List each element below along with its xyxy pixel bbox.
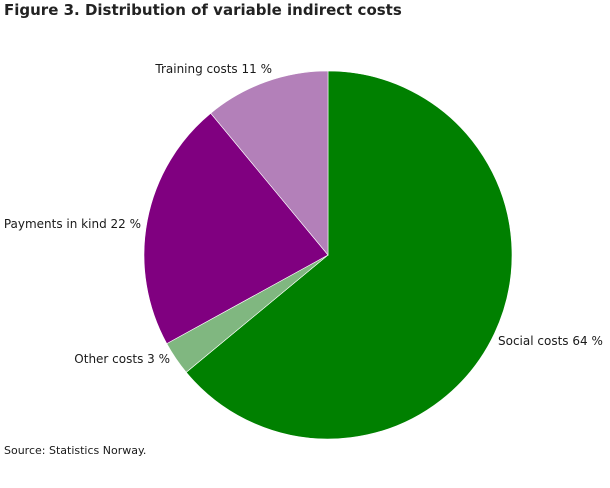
pie-slice-social-costs (185, 70, 513, 440)
slice-label-payments-in-kind: Payments in kind 22 % (4, 217, 141, 231)
pie-slices (143, 70, 513, 440)
chart-source: Source: Statistics Norway. (4, 444, 147, 457)
slice-label-social-costs: Social costs 64 % (498, 334, 603, 348)
slice-label-other-costs: Other costs 3 % (74, 352, 170, 366)
chart-title: Figure 3. Distribution of variable indir… (4, 1, 402, 19)
pie-slice-training-costs (210, 70, 329, 256)
slice-label-training-costs: Training costs 11 % (154, 62, 272, 76)
pie-labels: Social costs 64 % Other costs 3 % Payments… (4, 62, 603, 366)
pie-slice-payments-in-kind (143, 112, 329, 345)
